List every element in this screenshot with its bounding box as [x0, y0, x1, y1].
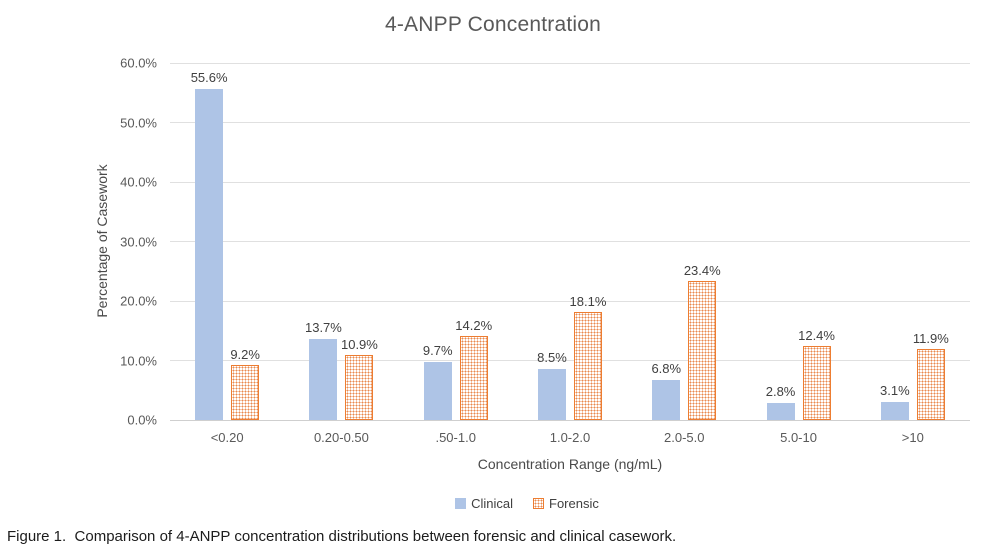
legend-label: Forensic — [549, 496, 599, 511]
bar-value-label: 12.4% — [798, 328, 835, 344]
bar-clinical: 9.7% — [423, 343, 453, 420]
plot-area: 55.6% 9.2% 13.7% 10.9% 9.7% 14.2% 8.5% 18.1% 6.8… — [170, 62, 970, 421]
bar-value-label: 18.1% — [569, 294, 607, 310]
bar-value-label: 3.1% — [880, 382, 910, 398]
legend: Clinical Forensic — [34, 496, 986, 511]
bar-forensic: 11.9% — [913, 331, 949, 420]
bar-clinical: 8.5% — [537, 350, 567, 420]
bar-value-label: 14.2% — [455, 317, 493, 333]
bar-value-label: 9.2% — [230, 347, 260, 363]
bar-value-label: 2.8% — [765, 384, 796, 400]
bar-forensic: 12.4% — [798, 328, 835, 420]
bar-group: 3.1% 11.9% — [856, 63, 970, 420]
bar-forensic: 23.4% — [684, 263, 721, 420]
bar-clinical: 13.7% — [305, 320, 342, 420]
x-axis-title: Concentration Range (ng/mL) — [477, 456, 663, 472]
y-tick-label: 10.0% — [120, 353, 157, 368]
bar-group: 2.8% 12.4% — [741, 63, 855, 420]
x-axis-tick-labels: <0.20 0.20-0.50 .50-1.0 1.0-2.0 2.0-5.0 5.0-1… — [170, 430, 970, 445]
bar-group: 6.8% 23.4% — [627, 63, 741, 420]
y-tick-label: 50.0% — [120, 115, 157, 130]
gridline — [170, 241, 970, 242]
y-tick-label: 0.0% — [127, 412, 157, 428]
bar-clinical: 2.8% — [766, 384, 795, 420]
gridline — [170, 419, 970, 421]
bar-group: 9.7% 14.2% — [399, 63, 513, 420]
x-tick-label: .50-1.0 — [435, 430, 476, 445]
gridline — [170, 360, 970, 361]
bar-value-label: 10.9% — [340, 337, 378, 353]
bar-group: 13.7% 10.9% — [284, 63, 398, 420]
y-tick-label: 40.0% — [120, 174, 157, 190]
gridline — [170, 181, 970, 183]
legend-item-clinical: Clinical — [455, 496, 513, 511]
bar-forensic: 14.2% — [455, 318, 492, 420]
legend-item-forensic: Forensic — [533, 496, 599, 511]
bar-value-label: 13.7% — [304, 319, 342, 335]
bar-value-label: 6.8% — [651, 360, 682, 376]
bar-value-label: 11.9% — [912, 331, 949, 347]
bar-forensic: 10.9% — [341, 337, 378, 420]
gridline — [170, 122, 970, 123]
bar-group: 55.6% 9.2% — [170, 63, 284, 420]
figure-caption: Figure 1. Comparison of 4-ANPP concentra… — [7, 528, 677, 545]
bar-clinical: 55.6% — [191, 70, 228, 420]
gridline — [170, 62, 970, 64]
bar-value-label: 8.5% — [537, 350, 567, 366]
bar-groups: 55.6% 9.2% 13.7% 10.9% 9.7% 14.2% 8.5% 18.1% 6.8… — [170, 63, 970, 420]
gridline — [170, 300, 970, 302]
x-tick-label: <0.20 — [210, 430, 244, 445]
bar-value-label: 9.7% — [422, 343, 453, 359]
bar-clinical: 6.8% — [651, 361, 681, 420]
x-tick-label: >10 — [901, 430, 924, 445]
bar-group: 8.5% 18.1% — [513, 63, 627, 420]
bar-value-label: 55.6% — [190, 70, 228, 86]
y-tick-label: 20.0% — [120, 293, 157, 309]
bar-value-label: 23.4% — [683, 262, 721, 278]
x-tick-label: 5.0-10 — [780, 430, 817, 445]
legend-swatch-forensic-icon — [533, 498, 545, 509]
bar-clinical: 3.1% — [880, 383, 910, 420]
chart-title: 4-ANPP Concentration — [384, 13, 602, 36]
x-tick-label: 0.20-0.50 — [313, 430, 369, 445]
y-axis-tick-labels: 0.0% 10.0% 20.0% 30.0% 40.0% 50.0% 60.0% — [0, 56, 157, 428]
y-tick-label: 60.0% — [120, 55, 157, 71]
x-tick-label: 2.0-5.0 — [664, 430, 705, 445]
legend-label: Clinical — [471, 496, 514, 511]
x-tick-label: 1.0-2.0 — [549, 430, 591, 445]
y-tick-label: 30.0% — [120, 234, 157, 249]
legend-swatch-clinical-icon — [455, 498, 467, 509]
bar-forensic: 18.1% — [570, 294, 606, 420]
bar-forensic: 9.2% — [230, 347, 260, 420]
